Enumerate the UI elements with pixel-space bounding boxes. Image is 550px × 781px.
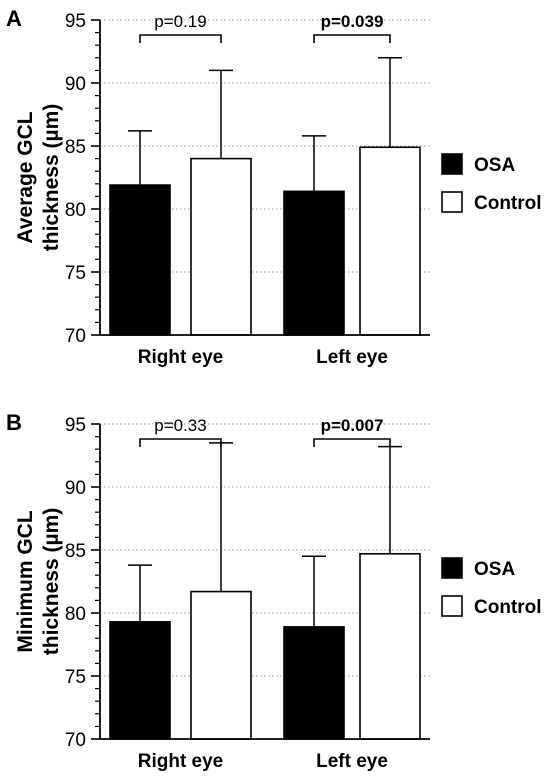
- y-tick-label: 85: [65, 541, 86, 562]
- panel-label: B: [6, 410, 22, 435]
- legend-swatch-control: [441, 191, 463, 213]
- y-tick-label: 95: [65, 11, 86, 32]
- y-tick-label: 80: [65, 604, 86, 625]
- y-axis-title: Average GCL thickness (µm): [14, 104, 63, 251]
- legend-label-osa: OSA: [474, 559, 515, 580]
- bar-control-left-eye: [359, 552, 421, 740]
- y-tick-label: 85: [65, 137, 86, 158]
- bar-osa-right-eye: [109, 621, 171, 740]
- legend-swatch-osa: [441, 557, 463, 579]
- y-axis-title-line2: thickness (µm): [40, 104, 63, 251]
- significance-bracket: [313, 438, 391, 447]
- significance-bracket: [313, 34, 391, 43]
- bar-control-left-eye: [359, 146, 421, 336]
- y-axis-title-line1: Average GCL: [14, 111, 37, 243]
- y-tick-label: 70: [65, 730, 86, 751]
- x-tick-label: Left eye: [316, 347, 388, 368]
- legend-label-control: Control: [474, 597, 542, 618]
- chart-panel-a: A Average GCL thickness (µm) 70 75 80 85 90 95 Ri…: [6, 6, 542, 368]
- p-value-label: p=0.007: [321, 416, 384, 435]
- bar-osa-right-eye: [109, 184, 171, 336]
- y-tick-label: 75: [65, 263, 86, 284]
- y-axis-title-line1: Minimum GCL: [14, 510, 37, 652]
- significance-bracket: [139, 438, 222, 447]
- panel-label: A: [6, 6, 22, 31]
- y-tick-label: 90: [65, 74, 86, 95]
- p-value-label: p=0.19: [154, 12, 206, 31]
- p-value-label: p=0.33: [154, 416, 206, 435]
- y-tick-label: 90: [65, 478, 86, 499]
- bar-osa-left-eye: [283, 626, 345, 740]
- legend-swatch-control: [441, 595, 463, 617]
- y-axis-title-line2: thickness (µm): [40, 508, 63, 655]
- y-tick-label: 70: [65, 326, 86, 347]
- x-tick-label: Right eye: [138, 751, 224, 772]
- y-tick-label: 80: [65, 200, 86, 221]
- bar-osa-left-eye: [283, 190, 345, 336]
- y-axis-title: Minimum GCL thickness (µm): [14, 508, 63, 655]
- legend-label-osa: OSA: [474, 155, 515, 176]
- x-tick-label: Left eye: [316, 751, 388, 772]
- bar-control-right-eye: [190, 157, 252, 336]
- chart-panel-b: B Minimum GCL thickness (µm) 70 75 80 85 90 95 Ri…: [6, 410, 542, 772]
- legend-swatch-osa: [441, 153, 463, 175]
- y-tick-label: 95: [65, 415, 86, 436]
- significance-bracket: [139, 34, 222, 43]
- legend-label-control: Control: [474, 193, 542, 214]
- x-tick-label: Right eye: [138, 347, 224, 368]
- p-value-label: p=0.039: [321, 12, 384, 31]
- y-tick-label: 75: [65, 667, 86, 688]
- bar-control-right-eye: [190, 590, 252, 740]
